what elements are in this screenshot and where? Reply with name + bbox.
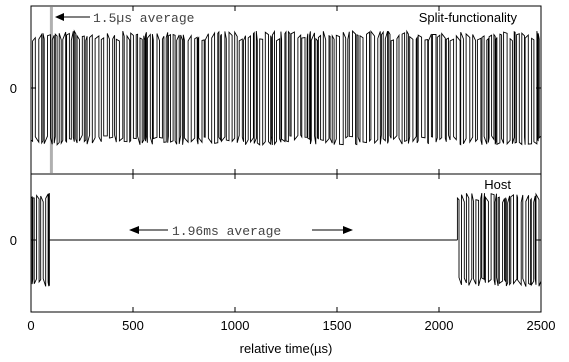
bottom-annotation-left-arrow [129, 226, 168, 234]
bottom-annotation-right-arrow [312, 226, 353, 234]
top-annotation-arrow [55, 13, 90, 21]
x-tick-label: 2500 [527, 318, 556, 333]
bottom-signal-trace-2 [456, 192, 542, 287]
x-tick-label: 500 [122, 318, 144, 333]
top-panel-title: Split-functionality [419, 10, 518, 25]
x-tick-label: 1500 [323, 318, 352, 333]
top-annotation-text: 1.5µs average [93, 11, 194, 26]
top-y-zero-label: 0 [10, 81, 17, 96]
x-tick-label: 0 [27, 318, 34, 333]
bottom-y-zero-label: 0 [10, 233, 17, 248]
top-signal-trace-0 [30, 29, 542, 147]
bottom-annotation-text: 1.96ms average [172, 224, 281, 239]
x-axis-label: relative time(µs) [240, 341, 333, 356]
x-tick-label: 1000 [221, 318, 250, 333]
bottom-panel-title: Host [484, 177, 511, 192]
x-tick-label: 2000 [425, 318, 454, 333]
average-marker-line [49, 7, 53, 173]
bottom-signal-trace-0 [30, 192, 50, 287]
